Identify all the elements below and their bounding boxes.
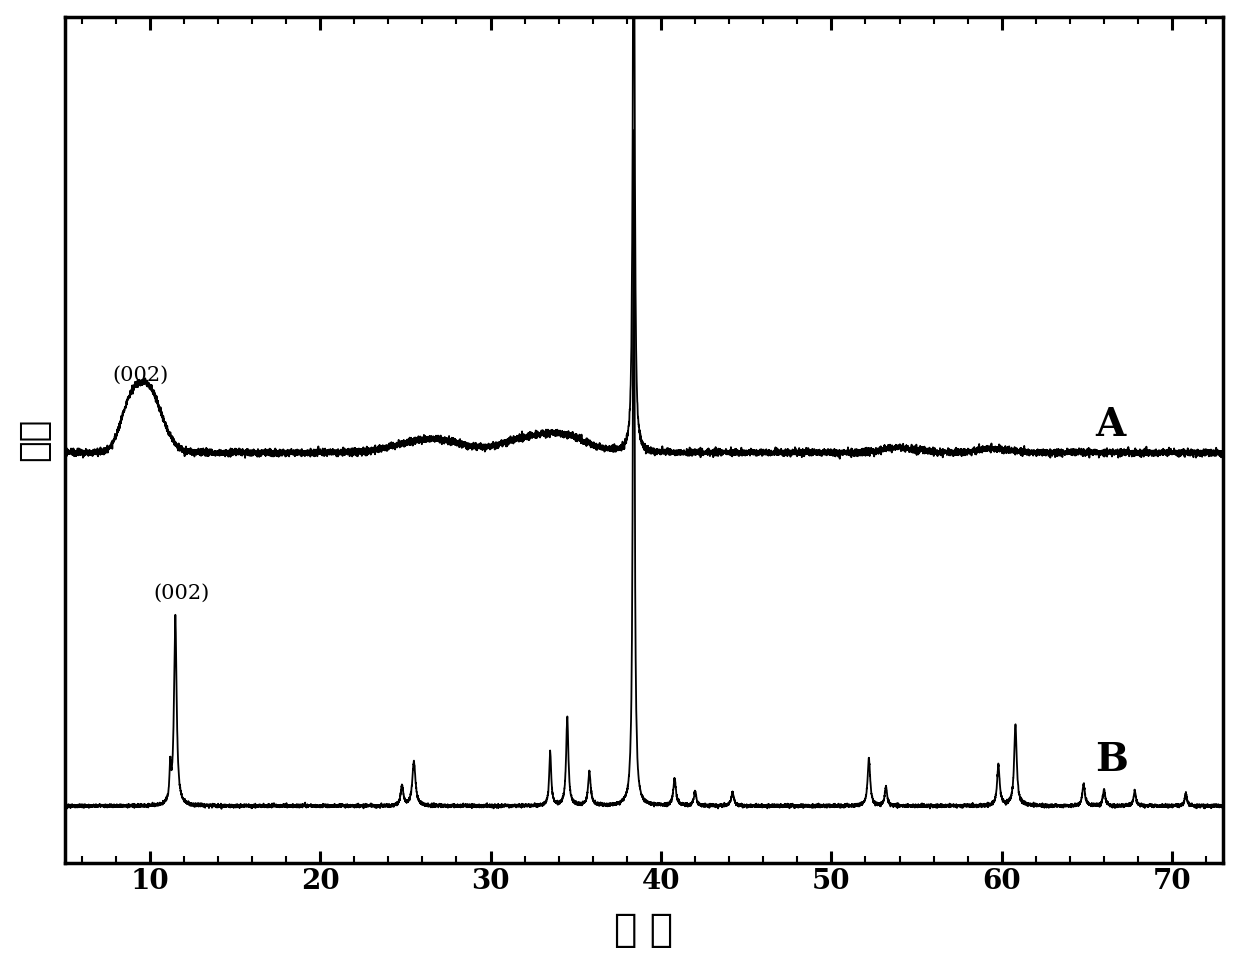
X-axis label: 角 度: 角 度 (614, 911, 673, 950)
Text: (002): (002) (113, 366, 169, 384)
Text: A: A (1095, 407, 1126, 444)
Text: B: B (1095, 742, 1128, 780)
Text: (002): (002) (154, 583, 210, 603)
Y-axis label: 强度: 强度 (16, 418, 51, 462)
